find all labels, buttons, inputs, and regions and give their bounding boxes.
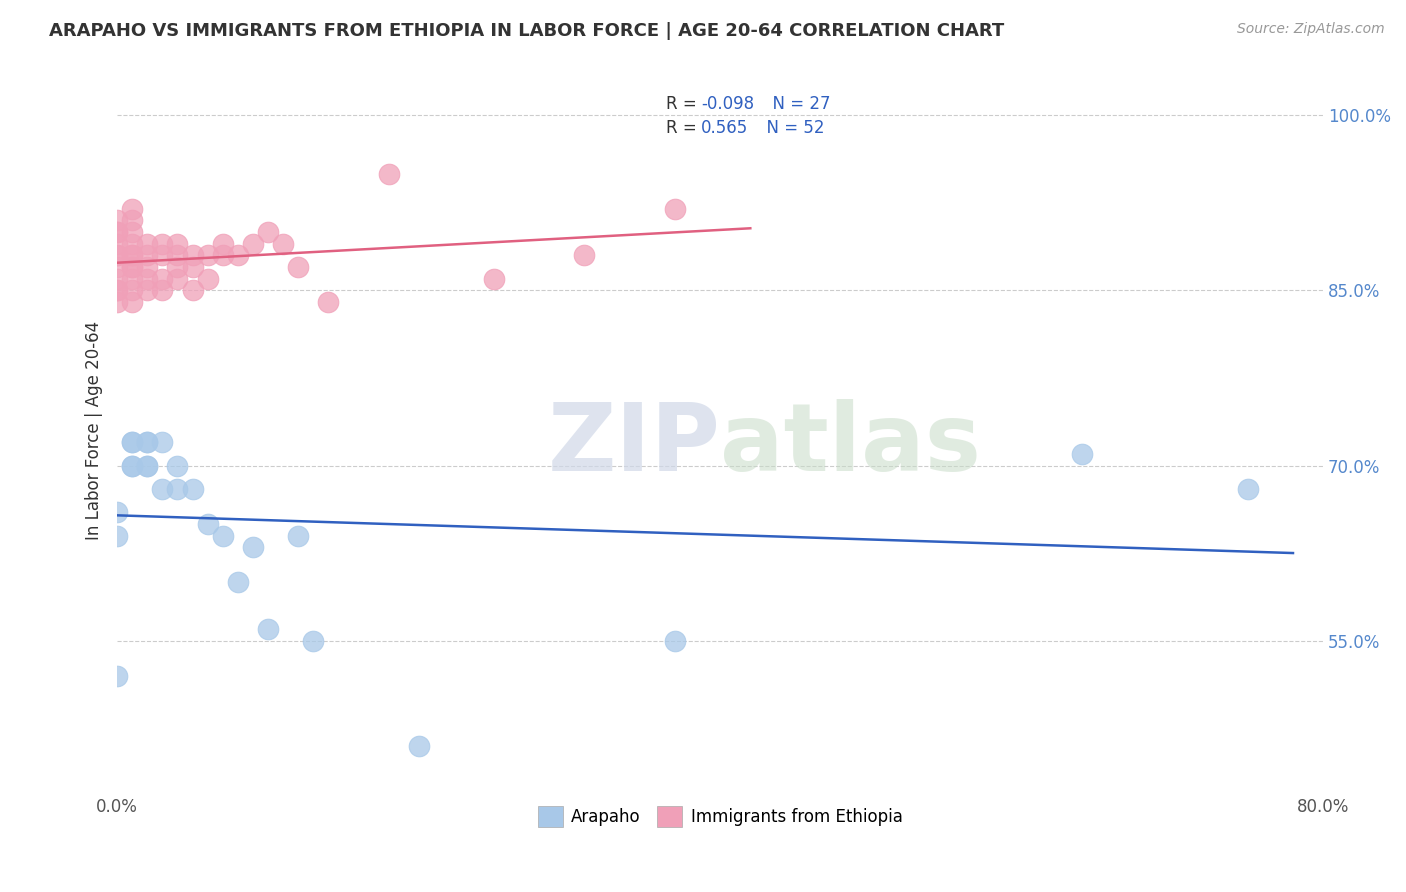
Point: [257, 622, 280, 636]
Point: [105, 272, 128, 286]
Point: [287, 529, 309, 543]
Point: [181, 482, 204, 496]
Point: [121, 236, 143, 251]
Point: [121, 295, 143, 310]
Point: [197, 248, 219, 262]
Point: [105, 260, 128, 274]
Point: [166, 272, 188, 286]
Point: [105, 669, 128, 683]
Text: R =: R =: [666, 95, 702, 113]
Point: [166, 260, 188, 274]
Point: [287, 260, 309, 274]
Point: [121, 248, 143, 262]
Point: [181, 284, 204, 298]
Point: [105, 225, 128, 239]
Point: [271, 236, 294, 251]
Point: [377, 167, 399, 181]
Point: [105, 284, 128, 298]
Point: [664, 633, 686, 648]
Point: [166, 482, 188, 496]
Point: [226, 575, 249, 590]
Point: [121, 202, 143, 216]
Point: [152, 435, 174, 450]
Point: [152, 272, 174, 286]
Point: [664, 202, 686, 216]
Point: [211, 236, 233, 251]
Y-axis label: In Labor Force | Age 20-64: In Labor Force | Age 20-64: [86, 321, 103, 541]
Point: [197, 516, 219, 531]
Point: [121, 284, 143, 298]
Point: [136, 435, 159, 450]
Point: [316, 295, 339, 310]
Point: [211, 248, 233, 262]
Legend: Arapaho, Immigrants from Ethiopia: Arapaho, Immigrants from Ethiopia: [530, 798, 911, 835]
Point: [136, 435, 159, 450]
Point: [211, 529, 233, 543]
Point: [136, 236, 159, 251]
Point: [105, 248, 128, 262]
Point: [482, 272, 505, 286]
Text: R =: R =: [666, 120, 702, 137]
Text: Source: ZipAtlas.com: Source: ZipAtlas.com: [1237, 22, 1385, 37]
Point: [121, 272, 143, 286]
Point: [105, 213, 128, 227]
Point: [136, 260, 159, 274]
Text: -0.098: -0.098: [700, 95, 754, 113]
Text: N = 52: N = 52: [756, 120, 825, 137]
Point: [257, 225, 280, 239]
Point: [242, 541, 264, 555]
Point: [121, 248, 143, 262]
Point: [136, 458, 159, 473]
Text: 0.565: 0.565: [700, 120, 748, 137]
Point: [1236, 482, 1258, 496]
Point: [121, 458, 143, 473]
Point: [105, 248, 128, 262]
Point: [166, 458, 188, 473]
Point: [181, 260, 204, 274]
Point: [121, 260, 143, 274]
Point: [574, 248, 596, 262]
Point: [166, 236, 188, 251]
Point: [1071, 447, 1094, 461]
Point: [105, 505, 128, 519]
Point: [105, 295, 128, 310]
Point: [121, 458, 143, 473]
Point: [152, 236, 174, 251]
Point: [105, 225, 128, 239]
Point: [152, 284, 174, 298]
Point: [136, 284, 159, 298]
Point: [105, 236, 128, 251]
Point: [152, 248, 174, 262]
Point: [152, 482, 174, 496]
Point: [121, 435, 143, 450]
Point: [136, 458, 159, 473]
Point: [121, 213, 143, 227]
Point: [408, 739, 430, 753]
Text: ARAPAHO VS IMMIGRANTS FROM ETHIOPIA IN LABOR FORCE | AGE 20-64 CORRELATION CHART: ARAPAHO VS IMMIGRANTS FROM ETHIOPIA IN L…: [49, 22, 1004, 40]
Point: [105, 284, 128, 298]
Point: [302, 633, 325, 648]
Point: [105, 529, 128, 543]
Point: [136, 248, 159, 262]
Text: ZIP: ZIP: [547, 399, 720, 491]
Point: [197, 272, 219, 286]
Point: [136, 272, 159, 286]
Point: [181, 248, 204, 262]
Point: [121, 260, 143, 274]
Text: atlas: atlas: [720, 399, 981, 491]
Point: [121, 225, 143, 239]
Point: [242, 236, 264, 251]
Text: N = 27: N = 27: [762, 95, 831, 113]
Point: [166, 248, 188, 262]
Point: [226, 248, 249, 262]
Point: [121, 435, 143, 450]
